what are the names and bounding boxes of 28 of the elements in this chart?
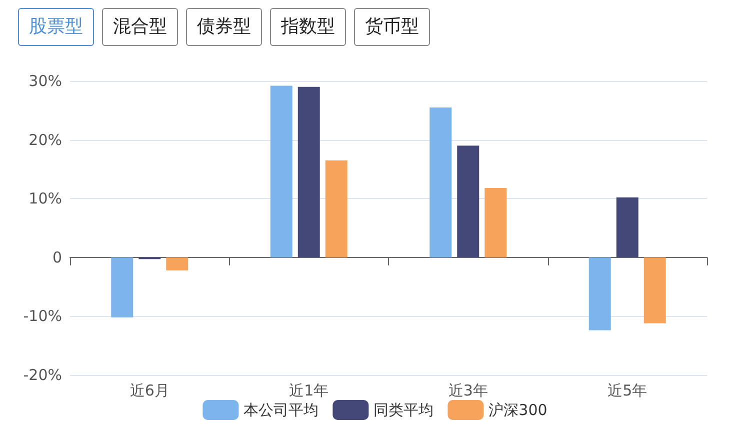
legend-label: 沪深300 (488, 401, 548, 419)
y-tick-label: -20% (23, 366, 62, 384)
tab-button[interactable]: 混合型 (102, 8, 178, 46)
y-tick-label: 0 (52, 248, 62, 266)
legend-label: 同类平均 (374, 401, 434, 419)
bar (430, 107, 452, 258)
bar (270, 86, 292, 258)
y-tick-label: -10% (23, 307, 62, 326)
y-tick-label: 20% (28, 130, 62, 149)
bar (588, 257, 611, 330)
legend-label: 本公司平均 (244, 401, 319, 419)
bar (484, 188, 507, 258)
x-tick-label: 近6月 (130, 382, 170, 400)
bar (111, 257, 134, 318)
tab-button[interactable]: 指数型 (270, 8, 346, 46)
x-tick-label: 近3年 (448, 382, 488, 400)
bar (457, 146, 480, 258)
bar (644, 257, 666, 324)
tab-button[interactable]: 债券型 (186, 8, 262, 46)
y-tick-label: 10% (28, 190, 62, 208)
bar (616, 197, 638, 258)
x-tick-label: 近1年 (289, 382, 329, 400)
bar (166, 257, 188, 270)
bar (325, 160, 348, 258)
tab-button[interactable]: 货币型 (354, 8, 430, 46)
bar (298, 86, 320, 258)
y-tick-label: 30% (28, 72, 62, 90)
x-tick-label: 近5年 (608, 382, 648, 400)
